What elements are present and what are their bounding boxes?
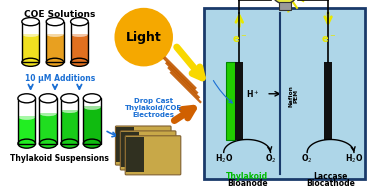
Bar bbox=[61, 110, 78, 144]
FancyBboxPatch shape bbox=[120, 131, 176, 170]
Bar bbox=[226, 62, 235, 140]
Bar bbox=[71, 22, 88, 62]
Ellipse shape bbox=[18, 113, 36, 120]
Bar bbox=[121, 132, 139, 167]
Ellipse shape bbox=[46, 18, 64, 26]
Ellipse shape bbox=[22, 18, 39, 26]
Text: e$^-$: e$^-$ bbox=[320, 34, 336, 45]
Bar bbox=[83, 106, 101, 144]
Bar bbox=[235, 62, 243, 140]
FancyBboxPatch shape bbox=[125, 136, 181, 175]
Text: Drop Cast
Thylakoid/COE
Electrodes: Drop Cast Thylakoid/COE Electrodes bbox=[125, 98, 182, 118]
Text: Bioanode: Bioanode bbox=[227, 179, 268, 188]
Bar bbox=[22, 22, 39, 62]
Ellipse shape bbox=[83, 139, 101, 148]
Ellipse shape bbox=[22, 58, 39, 66]
Bar bbox=[61, 98, 78, 144]
Bar bbox=[22, 34, 39, 62]
Bar bbox=[83, 98, 101, 144]
Text: H$_2$O: H$_2$O bbox=[345, 153, 363, 166]
Text: H$_2$O: H$_2$O bbox=[215, 153, 233, 166]
Ellipse shape bbox=[39, 110, 57, 116]
Ellipse shape bbox=[71, 58, 88, 66]
Circle shape bbox=[114, 8, 173, 66]
Text: e$^-$: e$^-$ bbox=[232, 34, 247, 45]
Ellipse shape bbox=[39, 94, 57, 103]
Ellipse shape bbox=[71, 18, 88, 26]
Text: Thylakoid Suspensions: Thylakoid Suspensions bbox=[10, 154, 109, 163]
Text: Thylakoid: Thylakoid bbox=[226, 172, 268, 181]
Ellipse shape bbox=[22, 31, 39, 37]
Ellipse shape bbox=[39, 139, 57, 148]
Text: COE Solutions: COE Solutions bbox=[24, 10, 95, 19]
Text: O$_2$: O$_2$ bbox=[265, 153, 276, 166]
Ellipse shape bbox=[46, 31, 64, 37]
Ellipse shape bbox=[61, 94, 78, 103]
Bar bbox=[18, 98, 36, 144]
Bar bbox=[46, 34, 64, 62]
Bar bbox=[204, 8, 365, 179]
Text: O$_2$: O$_2$ bbox=[302, 153, 313, 166]
Text: Nafion
PEM: Nafion PEM bbox=[288, 85, 299, 107]
Bar bbox=[279, 2, 290, 10]
Text: Laccase: Laccase bbox=[313, 172, 348, 181]
Bar bbox=[39, 113, 57, 144]
Bar bbox=[71, 34, 88, 62]
Ellipse shape bbox=[18, 139, 36, 148]
Ellipse shape bbox=[83, 94, 101, 103]
Bar bbox=[46, 22, 64, 62]
Ellipse shape bbox=[18, 94, 36, 103]
Text: 10 μM Additions: 10 μM Additions bbox=[25, 74, 95, 83]
Text: H$^+$: H$^+$ bbox=[246, 88, 259, 100]
Text: Light: Light bbox=[126, 31, 162, 44]
FancyBboxPatch shape bbox=[115, 126, 171, 165]
Ellipse shape bbox=[71, 31, 88, 37]
Bar bbox=[18, 116, 36, 144]
Ellipse shape bbox=[83, 103, 101, 110]
Text: Biocathode: Biocathode bbox=[306, 179, 355, 188]
Bar bbox=[126, 137, 144, 172]
Bar bbox=[39, 98, 57, 144]
Bar bbox=[324, 62, 332, 140]
Ellipse shape bbox=[46, 58, 64, 66]
Circle shape bbox=[271, 0, 298, 4]
Ellipse shape bbox=[61, 139, 78, 148]
Bar bbox=[117, 127, 134, 162]
Ellipse shape bbox=[61, 106, 78, 113]
